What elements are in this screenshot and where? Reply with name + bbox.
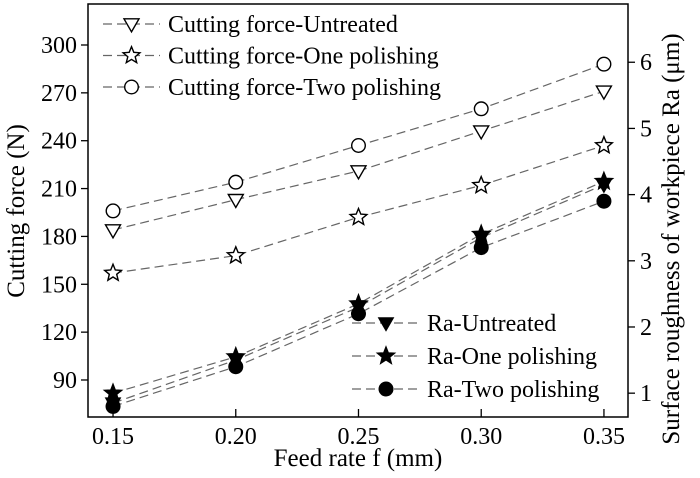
y-axis-title-right: Surface roughness of workpiece Ra (μm) [658,33,685,444]
left-tick-label: 300 [41,33,77,59]
star-filled-marker [593,170,615,191]
right-tick-label: 1 [640,381,652,407]
triangle-down-filled-marker [377,317,395,332]
circle-open-marker [350,137,366,153]
series-line-ra-two-polishing [112,200,605,407]
right-tick-label: 6 [640,50,652,76]
plot-layer: 0.15 0.20 0.25 0.30 0.35 90 120 150 180 210 240 270… [41,3,652,450]
triangle-down-open-marker [104,224,122,240]
legend-label: Cutting force-One polishing [168,44,439,70]
series-cutting-force-one-polishing [102,134,615,282]
x-tick-label: 0.30 [460,424,502,450]
series-line-ra-untreated [112,184,605,404]
right-tick-label: 5 [640,116,652,142]
x-tick-label: 0.20 [215,424,257,450]
circle-filled-marker [350,306,366,322]
circle-open-marker [473,101,489,117]
legend-item: Cutting force-Two polishing [103,75,441,101]
right-tick-label: 3 [640,249,652,275]
circle-filled-marker [596,193,612,209]
left-tick-label: 240 [41,129,77,155]
y-axis-right: 1 2 3 4 5 6 [628,50,652,407]
triangle-down-open-marker [349,165,368,181]
legend-label: Cutting force-Untreated [168,12,398,38]
left-tick-label: 120 [41,320,77,346]
left-tick-label: 210 [41,177,77,203]
legend-item: Cutting force-Untreated [103,12,398,38]
series-ra-two-polishing [105,193,612,414]
circle-open-marker [123,79,139,95]
legend-item: Ra-One polishing [352,344,597,370]
series-markers [102,56,615,414]
left-tick-label: 90 [53,368,77,394]
legend-label: Ra-One polishing [427,344,597,370]
circle-open-marker [105,203,121,219]
triangle-down-open-marker [227,193,245,209]
x-tick-label: 0.15 [92,424,134,450]
circle-filled-marker [228,359,244,375]
x-tick-label: 0.35 [583,424,625,450]
circle-filled-marker [378,381,394,397]
y-axis-title-left: Cutting force (N) [3,124,30,298]
legend-label: Ra-Untreated [427,311,556,337]
circle-filled-marker [473,240,489,256]
left-tick-label: 270 [41,81,77,107]
star-open-marker [102,262,124,282]
right-tick-label: 4 [640,183,652,209]
star-filled-marker [470,223,492,244]
legend-top-left: Cutting force-Untreated Cutting force-One… [103,12,441,101]
star-open-marker [593,134,615,155]
series-cutting-force-untreated [104,85,613,240]
x-axis-title: Feed rate f (mm) [274,445,443,472]
star-open-marker [121,44,142,65]
x-axis: 0.15 0.20 0.25 0.30 0.35 [92,409,625,450]
star-filled-marker [102,382,124,403]
star-filled-marker [375,345,397,365]
triangle-down-open-marker [472,125,490,141]
star-open-marker [348,206,369,226]
star-open-marker [471,174,492,195]
circle-filled-marker [105,398,121,414]
y-axis-left: 90 120 150 180 210 240 270 300 [41,33,88,394]
legend-item: Ra-Untreated [352,311,556,337]
left-tick-label: 180 [41,224,77,250]
triangle-down-open-marker [595,85,613,101]
left-tick-label: 150 [41,272,77,298]
circle-open-marker [596,56,612,72]
triangle-down-open-marker [122,18,141,34]
legend-bottom-right: Ra-Untreated Ra-One polishing Ra-Two polis… [352,311,599,403]
right-tick-label: 2 [640,315,652,341]
circle-open-marker [228,174,244,190]
legend-label: Ra-Two polishing [427,377,599,403]
legend-item: Cutting force-One polishing [103,44,439,70]
star-open-marker [225,244,246,265]
series-cutting-force-two-polishing [105,56,612,219]
series-line-ra-one-polishing [112,180,605,394]
legend-label: Cutting force-Two polishing [168,75,441,101]
x-tick-label: 0.25 [337,424,379,450]
legend-item: Ra-Two polishing [352,377,599,403]
